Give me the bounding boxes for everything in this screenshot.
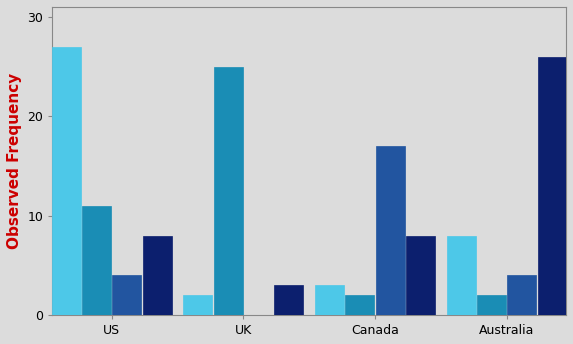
- Bar: [274, 285, 303, 315]
- Bar: [406, 236, 435, 315]
- Bar: [183, 295, 213, 315]
- Bar: [537, 57, 567, 315]
- Bar: [143, 236, 171, 315]
- Bar: [214, 67, 243, 315]
- Bar: [508, 275, 536, 315]
- Bar: [447, 236, 476, 315]
- Bar: [82, 206, 111, 315]
- Y-axis label: Observed Frequency: Observed Frequency: [7, 73, 22, 249]
- Bar: [52, 47, 81, 315]
- Bar: [112, 275, 142, 315]
- Bar: [477, 295, 506, 315]
- Bar: [315, 285, 344, 315]
- Bar: [376, 146, 405, 315]
- Bar: [346, 295, 374, 315]
